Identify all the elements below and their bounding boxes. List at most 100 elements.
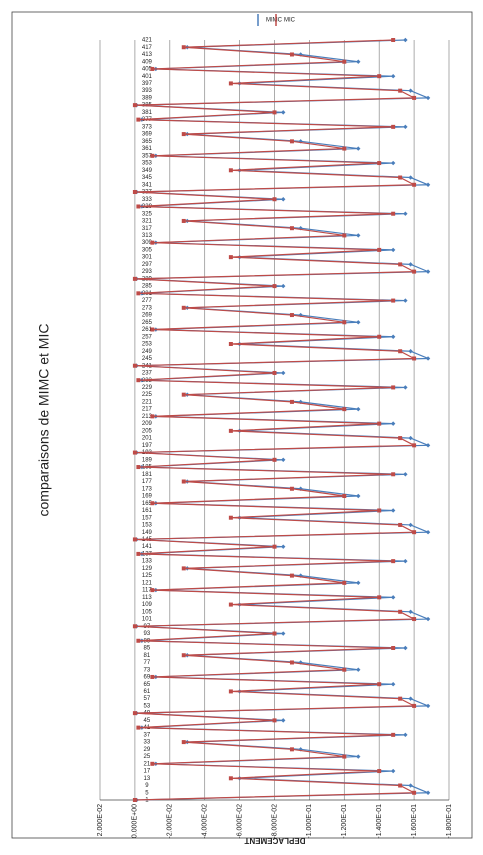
marker	[289, 313, 294, 318]
marker	[408, 696, 413, 701]
marker	[377, 334, 382, 339]
marker	[398, 175, 403, 180]
marker	[342, 494, 347, 498]
x-tick-label: 345	[142, 175, 153, 181]
marker	[408, 609, 413, 615]
marker	[412, 617, 417, 622]
y-tick-label: -4.000E-02	[202, 804, 209, 839]
marker	[342, 754, 347, 759]
y-tick-label: -2.000E-02	[167, 804, 174, 839]
x-tick-label: 1	[145, 798, 149, 804]
x-tick-label: 257	[142, 334, 153, 340]
marker	[272, 718, 277, 723]
marker	[132, 190, 137, 194]
marker	[289, 486, 294, 491]
x-tick-label: 365	[142, 139, 153, 145]
marker	[181, 740, 186, 745]
marker	[150, 588, 155, 593]
x-tick-label: 269	[142, 313, 153, 319]
marker	[412, 530, 417, 535]
x-tick-label: 25	[144, 754, 151, 760]
x-tick-label: 197	[142, 443, 153, 449]
y-tick-label: 0.000E+00	[132, 804, 139, 838]
x-tick-label: 77	[144, 660, 151, 666]
marker	[391, 732, 396, 737]
y-axis-title: DEPLACEMENT	[244, 836, 305, 845]
x-tick-label: 417	[142, 45, 153, 51]
marker	[391, 124, 396, 129]
marker	[398, 88, 403, 93]
x-tick-label: 105	[142, 609, 153, 615]
x-tick-label: 9	[145, 783, 149, 789]
marker	[136, 117, 141, 122]
x-tick-label: 305	[142, 247, 153, 253]
marker	[342, 667, 347, 672]
x-tick-label: 121	[142, 580, 153, 586]
x-tick-label: 237	[142, 371, 153, 377]
marker	[356, 406, 361, 412]
marker	[390, 681, 396, 687]
marker	[281, 718, 286, 723]
marker	[150, 327, 155, 332]
marker	[412, 182, 417, 187]
x-tick-label: 205	[142, 428, 153, 434]
x-tick-label: 65	[144, 682, 151, 688]
marker	[377, 74, 382, 79]
marker	[403, 385, 408, 390]
x-tick-label: 93	[144, 631, 151, 637]
x-tick-label: 81	[144, 653, 151, 659]
x-tick-label: 261	[142, 327, 153, 333]
x-tick-label: 69	[144, 675, 151, 681]
x-tick-label: 201	[142, 436, 153, 442]
marker	[403, 211, 408, 216]
marker	[356, 320, 361, 325]
marker	[391, 385, 396, 390]
y-tick-label: -8.000E-02	[271, 804, 278, 839]
marker	[281, 370, 286, 376]
marker	[408, 435, 413, 441]
marker	[150, 501, 155, 506]
marker	[408, 88, 413, 93]
marker	[181, 132, 186, 137]
marker	[390, 768, 396, 774]
x-tick-label: 149	[142, 530, 153, 536]
marker	[425, 356, 431, 361]
x-tick-label: 313	[142, 233, 153, 239]
x-tick-label: 401	[142, 74, 153, 80]
x-tick-label: 285	[142, 284, 153, 290]
marker	[289, 399, 294, 404]
marker	[150, 414, 155, 419]
marker	[289, 573, 294, 578]
x-tick-label: 181	[142, 472, 153, 478]
marker	[425, 269, 431, 274]
marker	[356, 146, 361, 151]
chart-title: comparaisons de MIMC et MIC	[36, 324, 52, 517]
x-tick-label: 33	[144, 740, 151, 746]
x-tick-label: 85	[144, 646, 151, 652]
x-tick-label: 169	[142, 494, 153, 500]
marker	[403, 645, 408, 651]
marker	[181, 479, 186, 484]
marker	[281, 631, 286, 636]
x-tick-label: 125	[142, 573, 153, 579]
marker	[228, 342, 233, 346]
x-tick-label: 221	[142, 399, 153, 405]
marker	[136, 378, 141, 383]
x-tick-label: 189	[142, 457, 153, 463]
marker	[425, 95, 431, 101]
chart-border	[11, 11, 473, 839]
marker	[356, 233, 361, 238]
marker	[425, 703, 431, 709]
x-tick-label: 153	[142, 523, 153, 529]
marker	[425, 790, 431, 795]
marker	[289, 139, 294, 144]
x-tick-label: 349	[142, 168, 153, 174]
x-tick-label: 73	[144, 667, 151, 673]
marker	[408, 262, 413, 267]
marker	[272, 544, 277, 549]
marker	[408, 175, 413, 180]
marker	[398, 609, 403, 614]
x-tick-label: 413	[142, 52, 153, 58]
marker	[412, 269, 417, 274]
